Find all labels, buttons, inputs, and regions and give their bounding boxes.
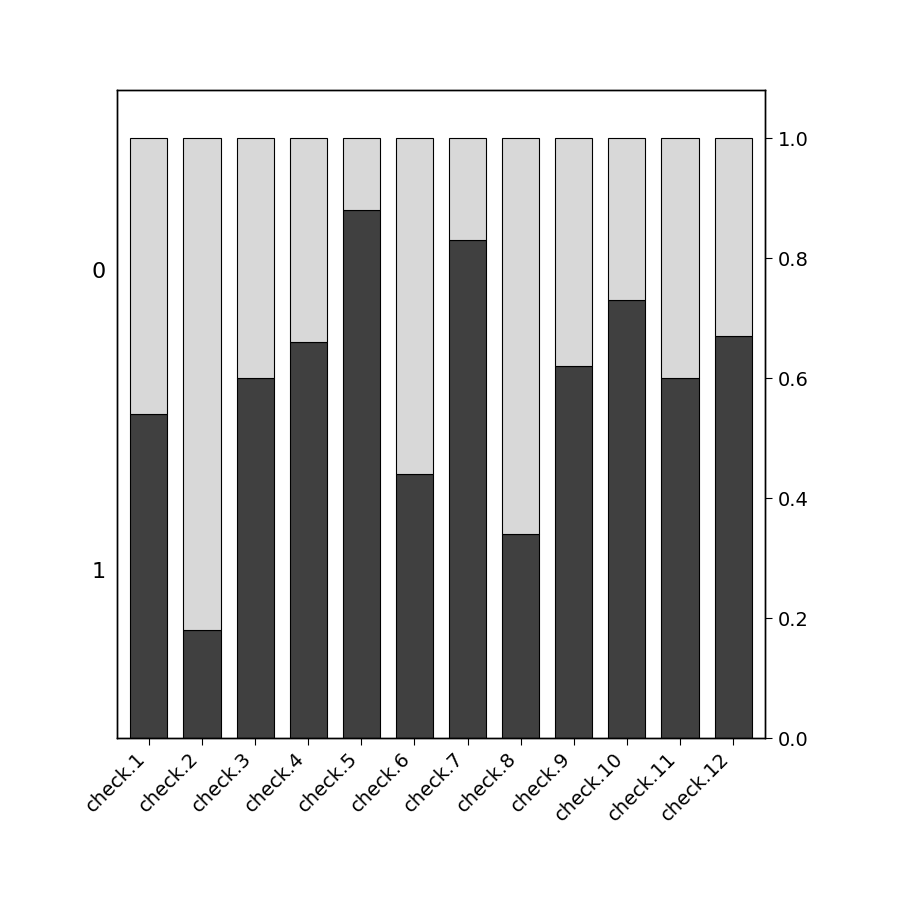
Bar — [184, 630, 220, 738]
Bar — [662, 138, 698, 378]
Bar — [555, 138, 592, 366]
Bar — [608, 300, 645, 738]
Bar — [715, 138, 752, 336]
Bar — [290, 138, 327, 342]
Bar — [396, 474, 433, 738]
Bar — [502, 534, 539, 738]
Bar — [237, 378, 274, 738]
Bar — [608, 138, 645, 300]
Bar — [555, 366, 592, 738]
Bar — [396, 138, 433, 474]
Bar — [502, 138, 539, 534]
Bar — [449, 240, 486, 738]
Bar — [130, 414, 167, 738]
Bar — [662, 378, 698, 738]
Bar — [130, 138, 167, 414]
Bar — [343, 210, 380, 738]
Bar — [290, 342, 327, 738]
Bar — [449, 138, 486, 240]
Bar — [715, 336, 752, 738]
Bar — [237, 138, 274, 378]
Bar — [184, 138, 220, 630]
Bar — [343, 138, 380, 210]
